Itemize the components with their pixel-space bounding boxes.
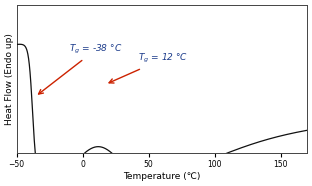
X-axis label: Temperature (℃): Temperature (℃) (123, 172, 201, 181)
Y-axis label: Heat Flow (Endo up): Heat Flow (Endo up) (5, 33, 14, 125)
Text: $T_g$ = 12 °C: $T_g$ = 12 °C (109, 52, 188, 83)
Text: $T_g$ = -38 °C: $T_g$ = -38 °C (39, 43, 123, 94)
